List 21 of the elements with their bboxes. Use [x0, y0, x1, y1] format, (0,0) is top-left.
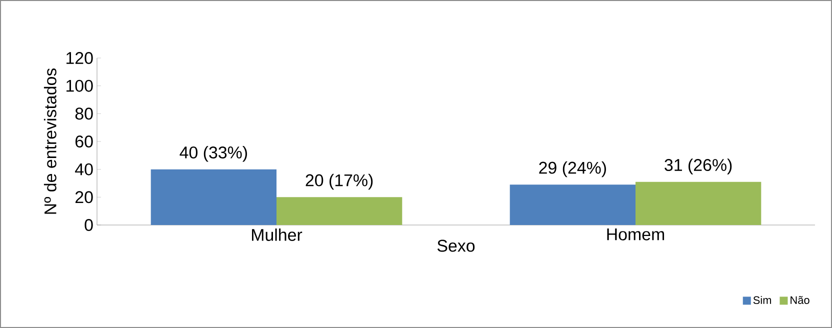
y-tick-label: 0: [84, 219, 93, 231]
y-tick-label: 120: [66, 52, 93, 64]
x-axis-title: Sexo: [437, 240, 475, 252]
legend-label: Sim: [753, 296, 772, 304]
bar: [636, 182, 762, 225]
data-label: 20 (17%): [306, 174, 373, 190]
x-tick-label: Homem: [607, 228, 664, 240]
bar: [150, 169, 276, 225]
y-tick-label: 40: [75, 163, 93, 176]
data-label: 31 (26%): [664, 158, 732, 174]
y-tick-label: 100: [66, 80, 93, 92]
y-tick-label: 60: [76, 136, 93, 148]
legend-label: Não: [790, 296, 810, 304]
y-tick-label: 80: [75, 108, 93, 120]
data-label: 40 (33%): [180, 146, 247, 162]
x-tick-label: Mulher: [252, 228, 302, 241]
data-label: 29 (24%): [539, 161, 606, 178]
y-tick-label: 20: [76, 191, 93, 204]
y-axis-title: Nº de entrevistados: [44, 68, 56, 214]
bar: [276, 197, 402, 225]
bar: [510, 184, 636, 225]
